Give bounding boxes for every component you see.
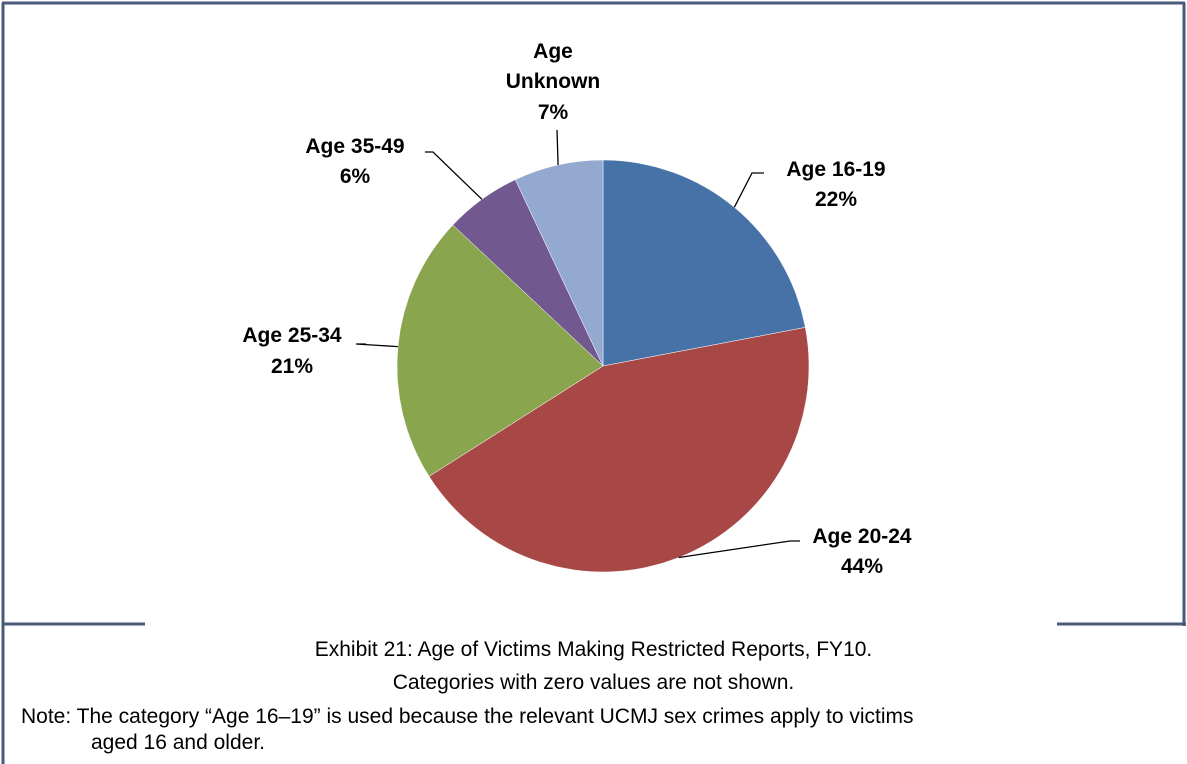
slice-age-25-34: [396, 224, 604, 477]
leader-age-20-24: [678, 540, 800, 559]
leader-age-unknown: [556, 129, 559, 166]
label-age-16-19: Age 16-19: [786, 158, 885, 181]
pie-chart: Age 16-19 22% Age 20-24 44% Age 25-34 21…: [242, 40, 912, 578]
footnote-line-1: Note: The category “Age 16–19” is used b…: [21, 705, 914, 728]
label-age-unknown-line1: Age: [533, 40, 573, 63]
label-age-35-49: Age 35-49: [305, 135, 404, 158]
percent-age-16-19: 22%: [815, 188, 857, 211]
exhibit-caption: Exhibit 21: Age of Victims Making Restri…: [314, 638, 873, 661]
footnote-line-2: aged 16 and older.: [91, 731, 265, 754]
percent-age-20-24: 44%: [841, 555, 883, 578]
leader-age-25-34: [355, 343, 398, 348]
leader-age-35-49: [425, 151, 483, 200]
percent-age-unknown: 7%: [538, 101, 569, 124]
zero-values-note: Categories with zero values are not show…: [392, 671, 795, 694]
pie-slices: [396, 159, 810, 573]
percent-age-35-49: 6%: [340, 165, 371, 188]
label-age-20-24: Age 20-24: [812, 525, 912, 548]
label-age-25-34: Age 25-34: [242, 324, 342, 347]
label-age-unknown-line2: Unknown: [506, 70, 601, 93]
leader-lines: [355, 129, 800, 559]
percent-age-25-34: 21%: [271, 355, 313, 378]
leader-age-16-19: [733, 172, 764, 208]
footnote: Note: The category “Age 16–19” is used b…: [21, 704, 1161, 756]
